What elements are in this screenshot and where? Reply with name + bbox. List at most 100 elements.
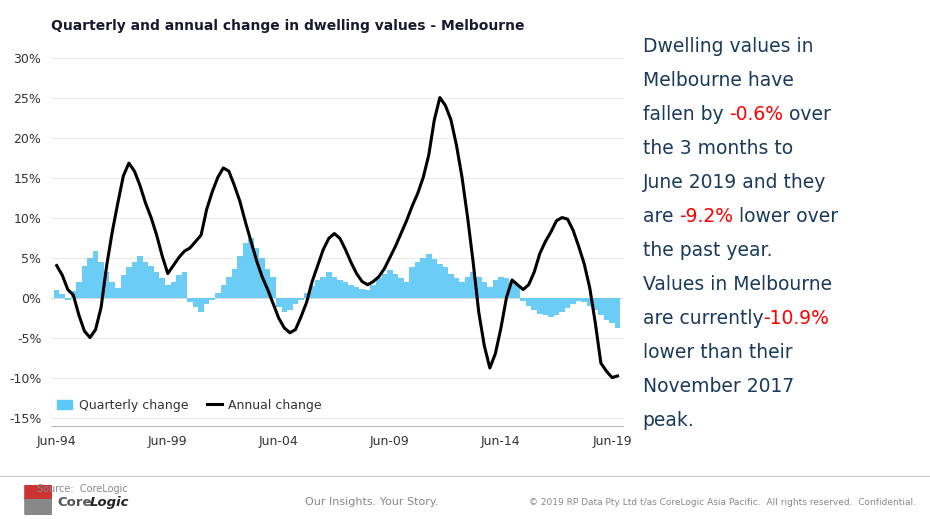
FancyBboxPatch shape [24, 484, 52, 501]
Bar [110, 281, 115, 297]
Bar [381, 274, 387, 297]
Bar [598, 297, 604, 315]
Bar [282, 297, 287, 312]
Bar [376, 278, 381, 297]
Bar [559, 297, 565, 312]
Text: lower than their: lower than their [643, 343, 798, 362]
Bar [521, 297, 526, 301]
Bar [537, 297, 542, 313]
Bar [531, 297, 537, 310]
Bar [193, 297, 198, 307]
Bar [87, 257, 93, 297]
Bar [99, 262, 104, 297]
Bar [415, 262, 420, 297]
Text: Dwelling values in: Dwelling values in [643, 37, 819, 56]
Bar [353, 287, 359, 297]
Text: -10.9%: -10.9% [764, 309, 830, 327]
Bar [526, 297, 531, 306]
Bar [237, 256, 243, 297]
Bar [65, 297, 71, 300]
Text: Values in Melbourne: Values in Melbourne [643, 275, 831, 294]
Bar [553, 297, 559, 315]
Bar [271, 277, 276, 297]
Bar [565, 297, 570, 308]
Bar [321, 277, 326, 297]
Bar [437, 264, 443, 297]
Text: -0.6%: -0.6% [729, 105, 783, 124]
Bar [498, 277, 504, 297]
Bar [570, 297, 576, 304]
Bar [209, 297, 215, 300]
Bar [143, 263, 148, 297]
Bar [493, 280, 498, 297]
Text: Logic: Logic [90, 496, 129, 509]
Bar [359, 289, 365, 297]
Bar [338, 280, 342, 297]
Bar [476, 277, 482, 297]
Bar [226, 277, 232, 297]
Bar [454, 278, 459, 297]
Bar [592, 297, 598, 309]
Bar [121, 275, 126, 297]
Bar [542, 297, 548, 315]
Bar [387, 270, 392, 297]
Bar [76, 281, 82, 297]
Bar [443, 267, 448, 297]
Bar [487, 287, 493, 297]
Text: Source:  CoreLogic: Source: CoreLogic [37, 484, 128, 494]
Bar [310, 286, 315, 297]
Text: June 2019 and they: June 2019 and they [643, 173, 832, 192]
Bar [304, 293, 310, 297]
Bar [104, 272, 110, 297]
Bar [220, 285, 226, 297]
Bar [71, 291, 76, 297]
Text: -9.2%: -9.2% [679, 207, 733, 226]
Bar [165, 285, 170, 297]
Bar [342, 281, 348, 297]
Bar [259, 257, 265, 297]
Bar [198, 297, 204, 312]
Bar [426, 254, 432, 297]
Bar [138, 256, 143, 297]
Bar [254, 248, 259, 297]
Bar [248, 238, 254, 297]
Bar [409, 267, 415, 297]
Bar [243, 243, 248, 297]
Text: fallen by: fallen by [643, 105, 729, 124]
Text: © 2019 RP Data Pty Ltd t/as CoreLogic Asia Pacific.  All rights reserved.  Confi: © 2019 RP Data Pty Ltd t/as CoreLogic As… [529, 498, 916, 507]
Text: Quarterly and annual change in dwelling values - Melbourne: Quarterly and annual change in dwelling … [51, 19, 525, 33]
Bar [432, 259, 437, 297]
Bar [148, 266, 153, 297]
Bar [365, 290, 370, 297]
Bar [510, 281, 515, 297]
FancyBboxPatch shape [24, 499, 52, 515]
Bar [54, 290, 60, 297]
Bar [187, 297, 193, 303]
Bar [581, 297, 587, 303]
Bar [287, 297, 293, 310]
Bar [176, 275, 181, 297]
Bar [548, 297, 553, 317]
Bar [93, 251, 99, 297]
Bar [232, 269, 237, 297]
Text: over: over [783, 105, 831, 124]
Bar [332, 277, 337, 297]
Bar [587, 297, 592, 306]
Bar [170, 281, 176, 297]
Text: November 2017: November 2017 [643, 377, 800, 395]
Text: the 3 months to: the 3 months to [643, 139, 799, 158]
Bar [153, 272, 159, 297]
Bar [404, 281, 409, 297]
Bar [293, 297, 299, 304]
Bar [515, 285, 521, 297]
Text: are: are [643, 207, 679, 226]
Text: Our Insights. Your Story.: Our Insights. Your Story. [305, 497, 439, 508]
Text: Melbourne have: Melbourne have [643, 71, 800, 90]
Bar [420, 257, 426, 297]
Bar [465, 277, 471, 297]
Bar [181, 272, 187, 297]
Bar [392, 274, 398, 297]
Bar [265, 269, 271, 297]
Bar [615, 297, 620, 328]
Text: are currently: are currently [643, 309, 764, 327]
